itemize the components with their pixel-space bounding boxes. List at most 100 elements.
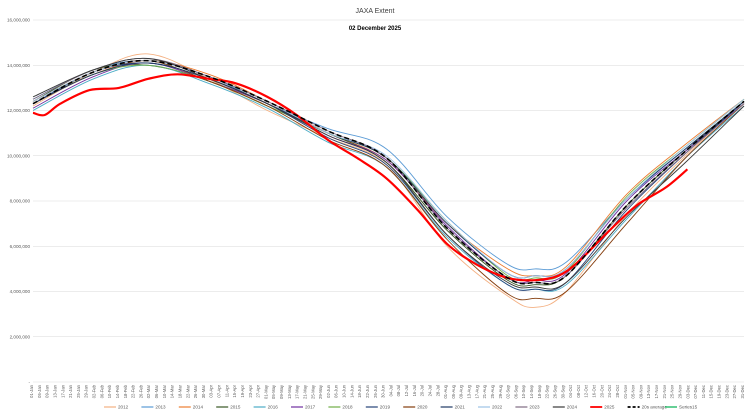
x-tick-label: 20-Jul: [420, 385, 425, 396]
series-line-2015: [32, 63, 745, 287]
x-tick-label: 02-Sep: [506, 384, 511, 398]
x-tick-label: 01-Aug: [443, 384, 448, 398]
x-tick-label: 17-Aug: [474, 384, 479, 398]
series-line-2016: [32, 64, 745, 292]
x-tick-label: 03-Dec: [685, 385, 690, 399]
x-tick-label: 18-Sep: [537, 384, 542, 398]
x-tick-label: 09-Aug: [459, 384, 464, 398]
x-tick-label: 03-Apr: [209, 384, 214, 397]
x-tick-label: 02-Feb: [92, 384, 97, 398]
x-tick-label: 13-May: [287, 384, 292, 399]
x-tick-label: 05-Aug: [451, 384, 456, 398]
series-line-2023: [32, 57, 745, 285]
x-tick-label: 09-Nov: [638, 384, 643, 398]
series-line-2022: [32, 60, 745, 279]
x-tick-label: 12-Jul: [404, 385, 409, 396]
y-tick-label: 2,000,000: [10, 334, 31, 339]
legend-label: 2019: [380, 405, 391, 410]
series-line-20s-average: [32, 59, 745, 285]
x-tick-label: 11-Apr: [224, 384, 229, 397]
legend-label: 2016: [268, 405, 279, 410]
legend-label: 2022: [492, 405, 503, 410]
x-tick-label: 02-Mar: [146, 384, 151, 398]
x-tick-label: 25-Aug: [490, 384, 495, 398]
x-tick-label: 13-Jan: [52, 384, 57, 397]
x-tick-label: 05-Jan: [37, 384, 42, 397]
series-line-2024: [32, 57, 745, 290]
x-tick-label: 05-May: [271, 384, 276, 399]
x-tick-label: 20-Oct: [599, 384, 604, 397]
y-tick-label: 14,000,000: [7, 63, 30, 68]
legend-label: 2012: [118, 405, 129, 410]
legend-label: 2015: [230, 405, 241, 410]
series-line-2018: [32, 64, 745, 282]
x-tick-label: 26-Jun: [373, 384, 378, 397]
x-tick-label: 24-Jul: [427, 385, 432, 396]
gridlines: [33, 19, 744, 383]
legend-label: 2018: [342, 405, 353, 410]
chart-title: JAXA Extent: [356, 8, 395, 15]
x-tick-label: 23-Dec: [724, 385, 729, 399]
x-tick-label: 26-Feb: [138, 384, 143, 398]
x-tick-label: 13-Nov: [646, 384, 651, 398]
x-tick-label: 15-Apr: [232, 384, 237, 397]
x-tick-label: 30-Jun: [381, 384, 386, 397]
legend-label: 2013: [155, 405, 166, 410]
x-tick-label: 17-Jan: [60, 384, 65, 397]
x-tick-label: 26-Mar: [193, 384, 198, 398]
series-line-2013: [32, 60, 745, 271]
legend-label: 2020: [417, 405, 428, 410]
x-tick-label: 06-Mar: [154, 384, 159, 398]
y-tick-label: 10,000,000: [7, 153, 30, 158]
x-tick-label: 16-Jul: [412, 385, 417, 396]
x-tick-label: 26-Sep: [552, 384, 557, 398]
legend-label: 2024: [567, 405, 578, 410]
x-tick-label: 21-Nov: [662, 384, 667, 398]
x-tick-label: 29-Nov: [677, 384, 682, 398]
legend: 2012 2013 2014 2015 2016 2017 2018 2019 2020 2021…: [104, 405, 698, 410]
x-tick-label: 02-Jun: [326, 384, 331, 397]
legend-label: 2023: [529, 405, 540, 410]
x-tick-label: 06-Sep: [513, 384, 518, 398]
x-tick-label: 10-Feb: [107, 384, 112, 398]
x-tick-label: 24-Oct: [607, 384, 612, 397]
x-tick-label: 30-Sep: [560, 384, 565, 398]
x-tick-label: 09-May: [279, 384, 284, 399]
x-tick-label: 29-Jan: [84, 384, 89, 397]
x-tick-label: 08-Oct: [576, 384, 581, 397]
x-tick-label: 16-Oct: [592, 384, 597, 397]
x-tick-label: 13-Aug: [467, 384, 472, 398]
x-tick-label: 21-Aug: [482, 384, 487, 398]
x-tick-label: 17-May: [295, 384, 300, 399]
x-tick-label: 28-Jul: [435, 385, 440, 396]
chart-subtitle: 02 December 2025: [349, 26, 402, 32]
x-tick-label: 31-Dec: [740, 385, 745, 399]
x-tick-label: 14-Mar: [170, 384, 175, 398]
x-tick-label: 27-Dec: [732, 385, 737, 399]
x-tick-label: 06-Jun: [334, 384, 339, 397]
x-tick-label: 07-Dec: [693, 385, 698, 399]
series-line-2019: [32, 62, 745, 292]
x-tick-label: 23-Apr: [248, 384, 253, 397]
x-tick-label: 08-Jul: [396, 385, 401, 396]
y-tick-label: 6,000,000: [10, 244, 31, 249]
x-tick-label: 18-Jun: [357, 384, 362, 397]
x-tick-label: 05-Nov: [631, 384, 636, 398]
x-tick-label: 22-Jun: [365, 384, 370, 397]
x-tick-label: 19-Apr: [240, 384, 245, 397]
x-tick-label: 09-Jan: [45, 384, 50, 397]
x-tick-label: 14-Sep: [529, 384, 534, 398]
series-line-2017: [32, 62, 745, 284]
y-tick-label: -: [28, 380, 30, 385]
y-tick-label: 12,000,000: [7, 108, 30, 113]
x-tick-label: 11-Dec: [701, 385, 706, 398]
x-tick-label: 22-Mar: [185, 384, 190, 398]
y-axis: - 2,000,000 4,000,000 6,000,000 8,000,000 10,…: [7, 18, 30, 385]
y-tick-label: 16,000,000: [7, 18, 30, 23]
legend-label: 2021: [455, 405, 466, 410]
x-tick-label: 15-Dec: [709, 385, 714, 399]
x-tick-label: 10-Jun: [342, 384, 347, 397]
x-tick-label: 25-Jan: [76, 384, 81, 397]
